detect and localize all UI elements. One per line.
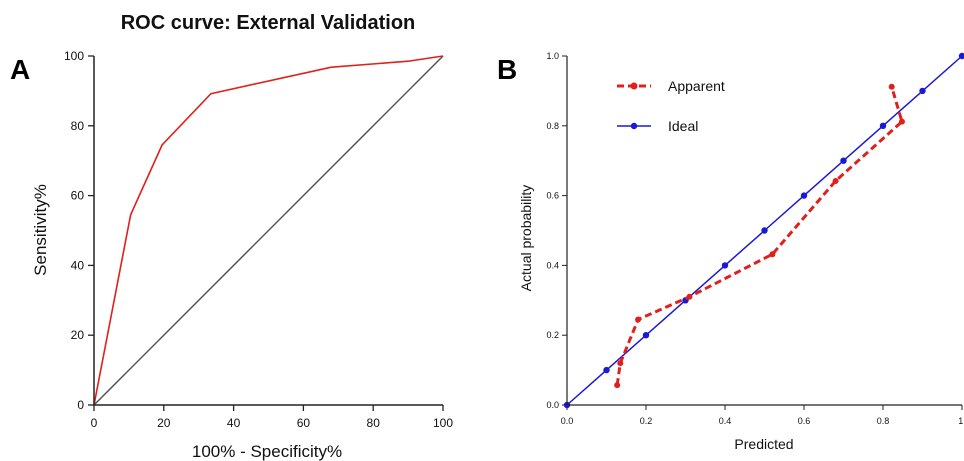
chart-a-y-label: Sensitivity% bbox=[31, 184, 50, 276]
ideal-point bbox=[919, 87, 926, 95]
chart-b-x-label: Predicted bbox=[734, 436, 793, 452]
apparent-line bbox=[615, 86, 904, 386]
chart-b-x-tick-label: 0.6 bbox=[798, 416, 811, 426]
chart-a-x-tick-label: 60 bbox=[297, 416, 311, 430]
chart-b-x-tick-label: 1. bbox=[958, 416, 964, 426]
apparent-point bbox=[832, 177, 839, 184]
apparent-point bbox=[617, 360, 624, 367]
ideal-point bbox=[642, 332, 650, 339]
chart-b: B 0.0 0.2 0.4 0.6 0.8 1. 0.0 0.2 0.4 0.6 0.8 1.0 Pr… bbox=[497, 51, 964, 452]
chart-b-x-tick-label: 0.4 bbox=[719, 416, 732, 426]
chart-a-x-label: 100% - Specificity% bbox=[192, 442, 342, 461]
chart-b-y-tick-label: 0.0 bbox=[546, 400, 559, 410]
ideal-point bbox=[840, 157, 847, 164]
chart-a: ROC curve: External Validation A 0 20 40 60… bbox=[10, 12, 453, 461]
chart-a-plot bbox=[93, 55, 444, 406]
ideal-point bbox=[958, 52, 964, 60]
chart-b-y-label: Actual probability bbox=[518, 185, 534, 292]
chart-a-x-tick-label: 40 bbox=[227, 416, 241, 430]
chart-a-y-tick-label: 0 bbox=[77, 398, 84, 412]
ideal-point bbox=[603, 366, 610, 374]
chart-a-x-tick-label: 20 bbox=[157, 416, 171, 430]
chart-b-y-tick-label: 0.2 bbox=[546, 330, 559, 340]
legend-apparent-marker bbox=[630, 82, 638, 90]
reference-diagonal-line bbox=[93, 55, 444, 406]
panel-b-label: B bbox=[497, 54, 517, 85]
apparent-point bbox=[898, 118, 905, 125]
chart-b-x-tick-label: 0.2 bbox=[640, 416, 653, 426]
legend-ideal-label: Ideal bbox=[668, 118, 698, 134]
ideal-point bbox=[800, 192, 808, 199]
chart-a-y-tick-label: 20 bbox=[71, 328, 85, 342]
chart-b-y-tick-label: 1.0 bbox=[546, 51, 559, 61]
chart-a-x-tick-label: 80 bbox=[367, 416, 381, 430]
apparent-point bbox=[769, 251, 776, 258]
apparent-point bbox=[614, 382, 621, 389]
chart-b-y-tick-label: 0.6 bbox=[546, 191, 559, 201]
chart-a-y-tick-label: 60 bbox=[71, 189, 85, 203]
chart-a-ticks: 0 20 40 60 80 100 0 20 40 60 80 100 bbox=[64, 49, 453, 430]
chart-b-ticks: 0.0 0.2 0.4 0.6 0.8 1. 0.0 0.2 0.4 0.6 0.8 1.0 bbox=[546, 51, 964, 426]
chart-b-y-tick-label: 0.4 bbox=[546, 260, 559, 270]
chart-b-legend: Apparent Ideal bbox=[617, 78, 725, 134]
chart-b-x-tick-label: 0.8 bbox=[877, 416, 890, 426]
ideal-point bbox=[761, 227, 768, 234]
chart-a-x-tick-label: 100 bbox=[433, 416, 453, 430]
chart-a-x-tick-label: 0 bbox=[91, 416, 98, 430]
chart-a-y-tick-label: 80 bbox=[71, 119, 85, 133]
chart-a-title: ROC curve: External Validation bbox=[121, 12, 416, 34]
ideal-point bbox=[721, 262, 729, 269]
chart-a-y-tick-label: 100 bbox=[64, 49, 84, 63]
chart-a-y-tick-label: 40 bbox=[71, 258, 85, 272]
chart-b-y-tick-label: 0.8 bbox=[546, 121, 559, 131]
panel-a-label: A bbox=[10, 54, 30, 85]
apparent-point bbox=[635, 316, 642, 323]
apparent-point bbox=[686, 293, 693, 300]
apparent-point bbox=[888, 83, 895, 90]
ideal-point bbox=[879, 122, 887, 129]
chart-b-x-tick-label: 0.0 bbox=[561, 416, 574, 426]
legend-apparent-label: Apparent bbox=[668, 78, 725, 94]
chart-b-plot bbox=[563, 52, 964, 409]
legend-ideal-marker bbox=[630, 122, 638, 130]
roc-curve-line bbox=[93, 55, 444, 406]
